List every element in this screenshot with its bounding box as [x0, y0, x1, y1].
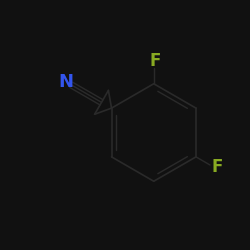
Text: F: F — [211, 158, 223, 176]
Text: F: F — [149, 52, 161, 70]
Text: N: N — [58, 73, 73, 91]
